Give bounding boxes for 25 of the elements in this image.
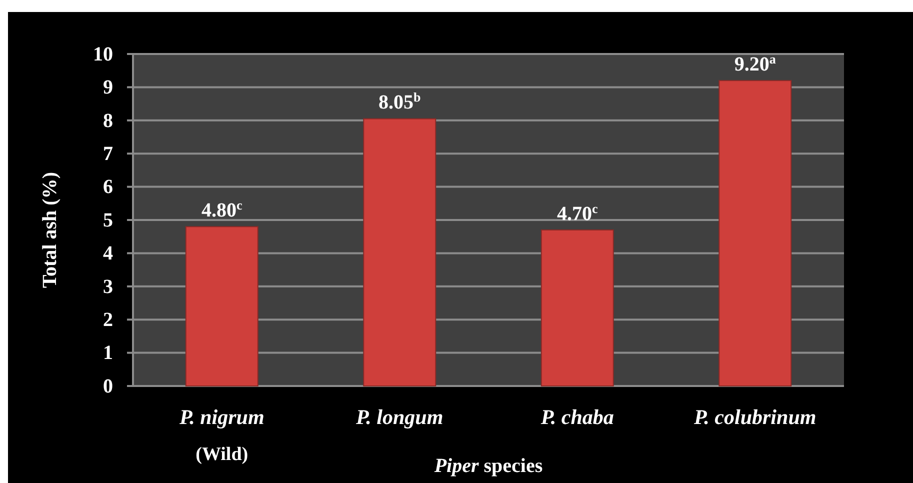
y-tick-label: 6 bbox=[103, 176, 113, 198]
data-label: 9.20$^{a}$ bbox=[734, 51, 776, 76]
data-label: 4.70$^{c}$ bbox=[556, 200, 598, 225]
y-tick-label: 0 bbox=[103, 375, 113, 398]
x-tick-label: P. colubrinum bbox=[693, 405, 816, 429]
y-tick-label: 2 bbox=[103, 309, 113, 331]
x-tick-label: P. chaba bbox=[540, 405, 614, 429]
y-tick-label: 3 bbox=[103, 276, 113, 298]
y-tick-label: 10 bbox=[93, 43, 113, 66]
y-tick-label: 4 bbox=[103, 242, 113, 265]
x-tick-label: P. nigrum (Wild) bbox=[178, 405, 264, 465]
x-axis-title: Piper species bbox=[433, 455, 543, 477]
y-tick-label: 5 bbox=[103, 209, 113, 232]
bar bbox=[363, 118, 436, 386]
bar bbox=[540, 229, 614, 386]
x-tick-label: P. longum bbox=[355, 405, 444, 429]
y-tick-label: 7 bbox=[103, 143, 113, 165]
bar bbox=[718, 80, 792, 386]
y-tick-label: 9 bbox=[103, 76, 113, 99]
bar bbox=[185, 226, 258, 386]
y-axis-title: Total ash (%) bbox=[39, 172, 61, 288]
y-tick-label: 1 bbox=[103, 342, 113, 364]
y-tick-label: 8 bbox=[103, 110, 113, 132]
data-label: 4.80$^{c}$ bbox=[201, 197, 242, 222]
data-label: 8.05$^{b}$ bbox=[378, 89, 421, 114]
